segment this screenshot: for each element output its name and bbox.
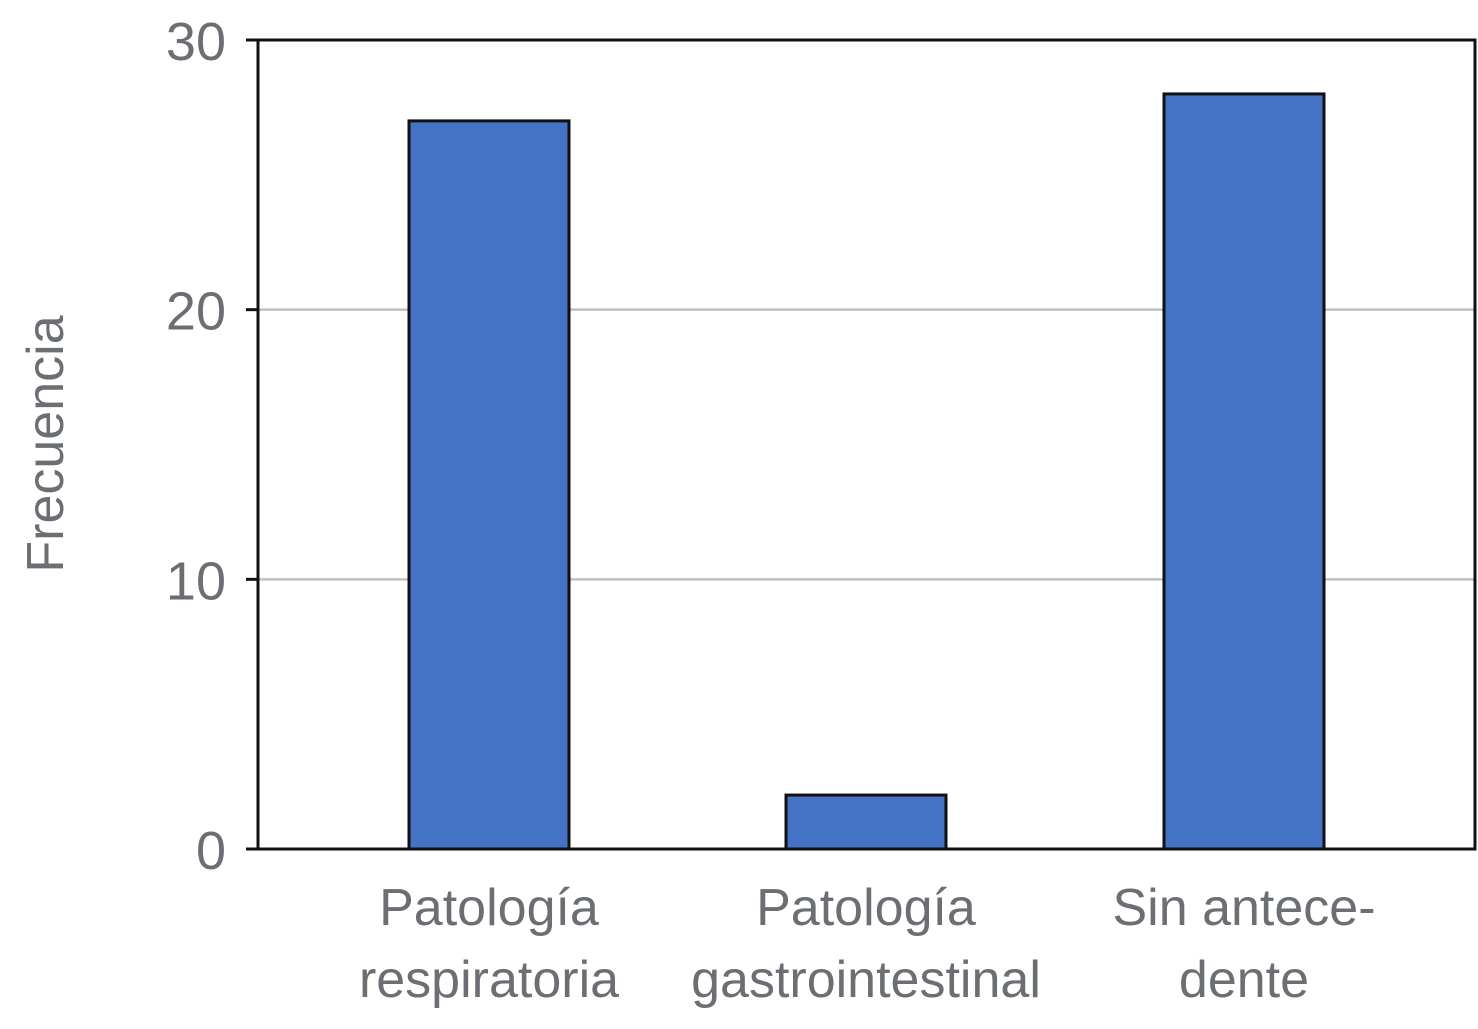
x-tick-label: Sin antece- [1112, 879, 1375, 937]
y-tick-label: 20 [166, 282, 226, 342]
x-tick-label: Patología [379, 879, 599, 937]
bar [407, 119, 571, 851]
y-tick-label: 0 [196, 821, 226, 881]
bar [784, 793, 948, 851]
bars [407, 92, 1326, 851]
x-axis-labels: Patología respiratoria Patología gastrointe… [359, 879, 1376, 1009]
bar [1162, 92, 1326, 851]
y-axis-label: Frecuencia [17, 315, 75, 572]
y-axis-ticks: 0 10 20 30 [166, 12, 258, 881]
y-tick-label: 30 [166, 12, 226, 72]
plot-frame [256, 38, 1477, 851]
y-tick-label: 10 [166, 551, 226, 611]
x-tick-label: dente [1179, 951, 1309, 1009]
x-tick-label: Patología [756, 879, 976, 937]
x-tick-label: respiratoria [359, 951, 619, 1009]
x-tick-label: gastrointestinal [691, 951, 1041, 1009]
